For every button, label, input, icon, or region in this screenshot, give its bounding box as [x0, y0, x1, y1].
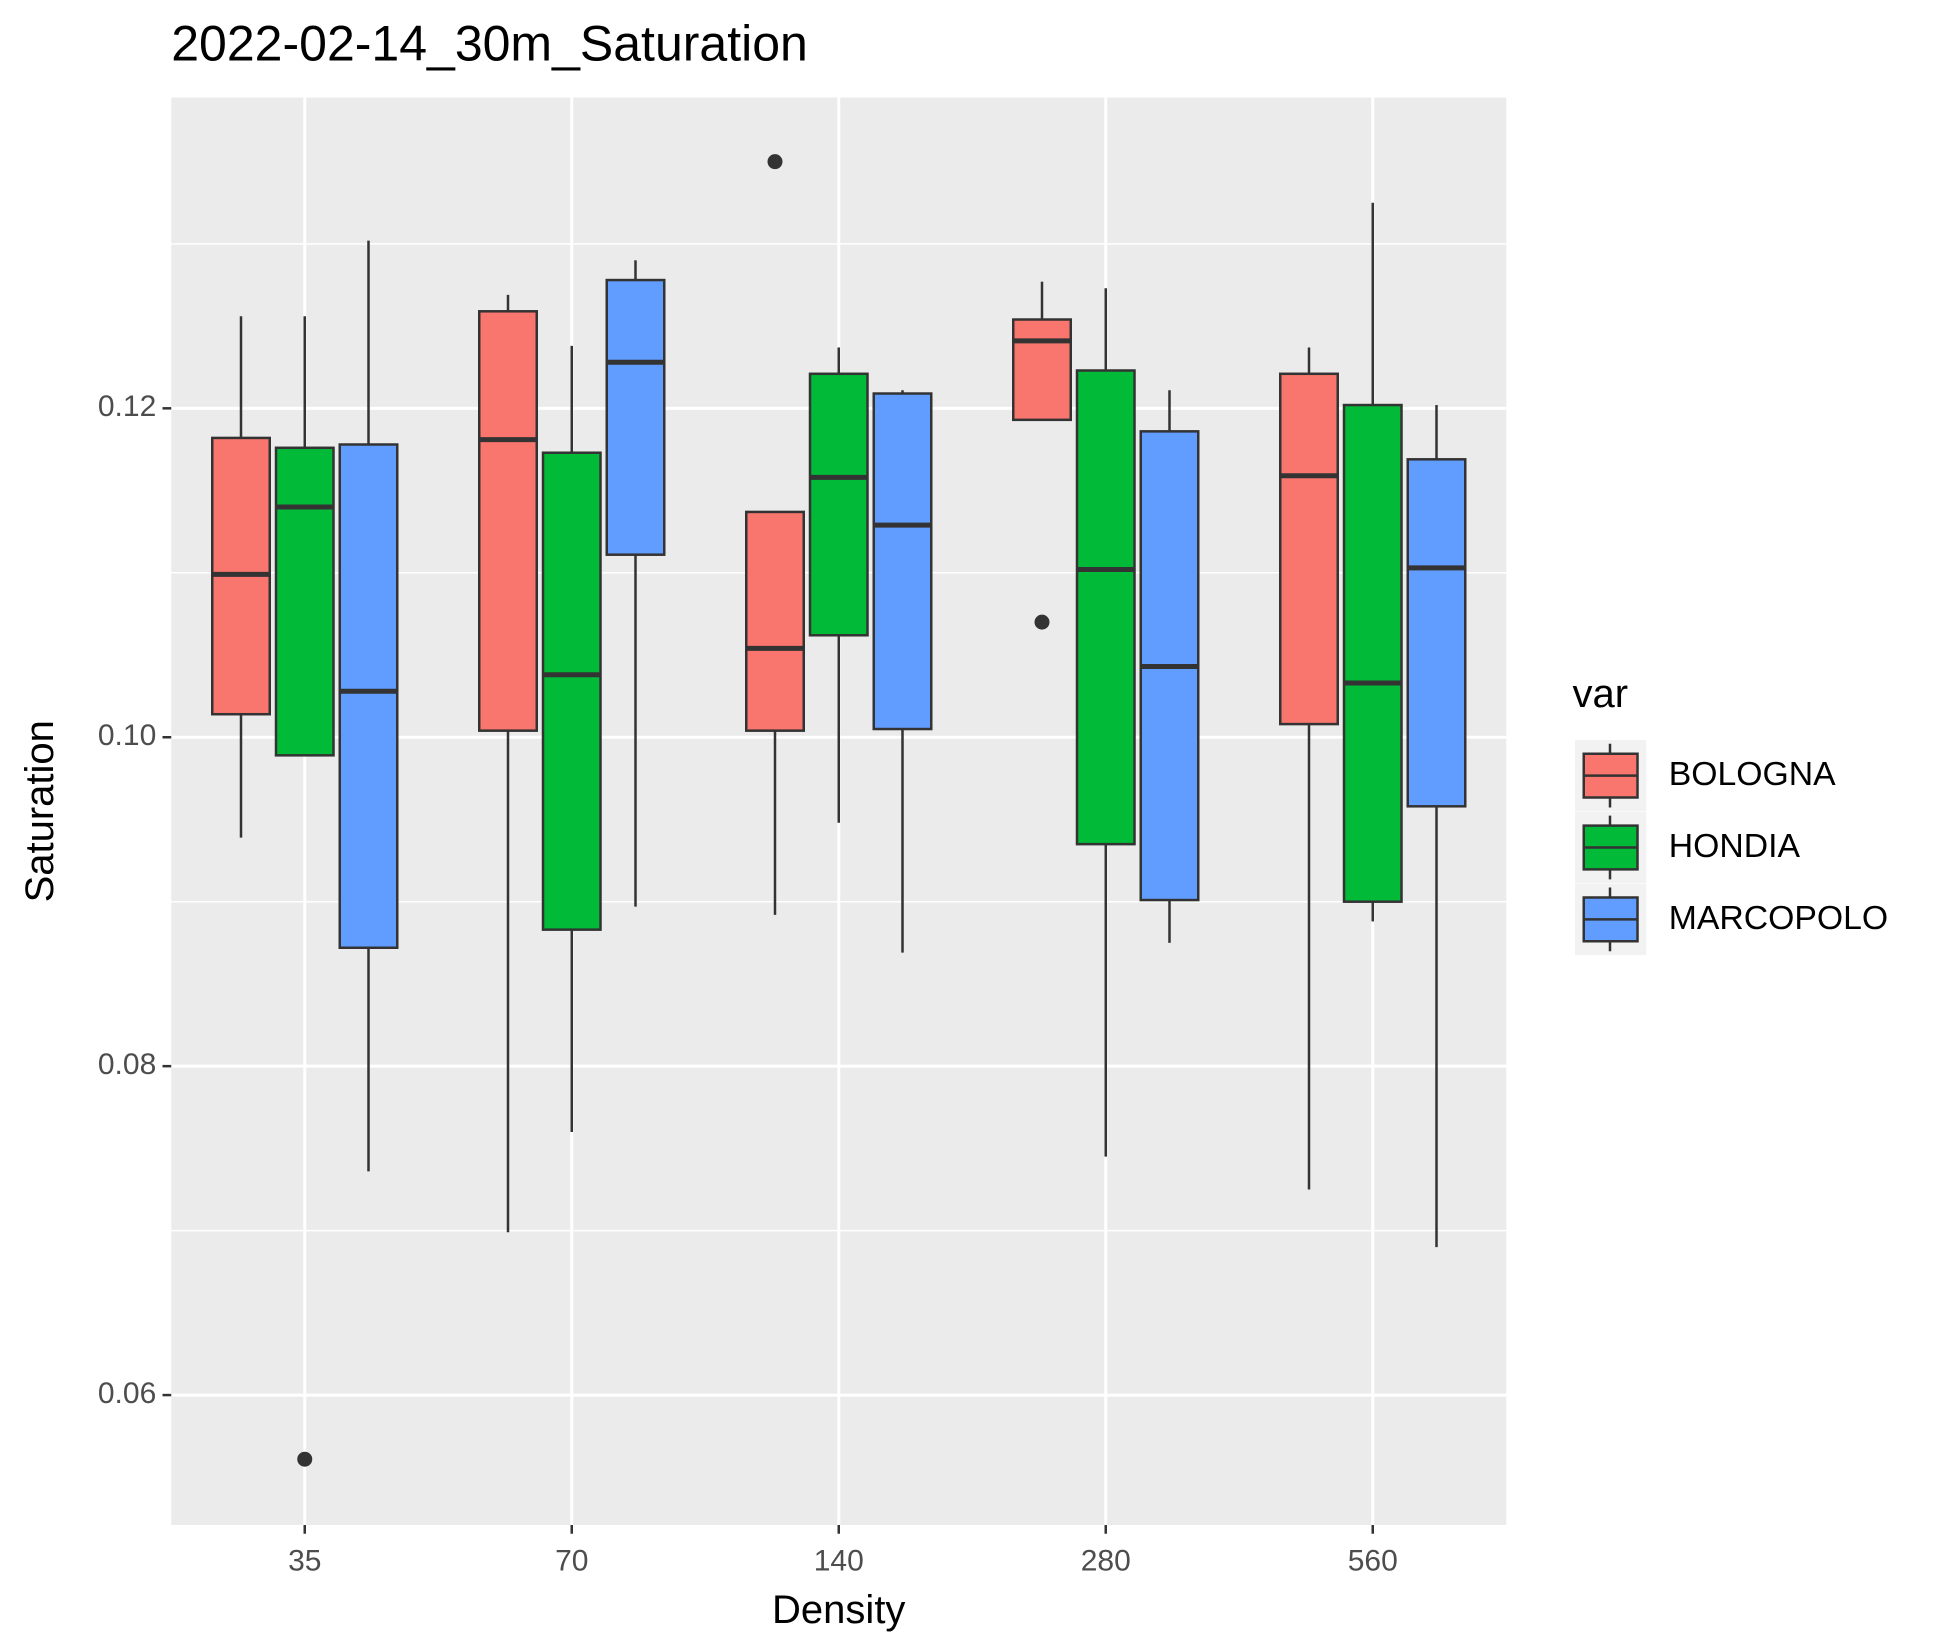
outlier — [1034, 614, 1050, 630]
box — [1278, 372, 1339, 726]
box — [541, 451, 602, 931]
x-tick-label: 560 — [1348, 1544, 1398, 1577]
chart-title: 2022-02-14_30m_Saturation — [171, 16, 808, 72]
legend-label: MARCOPOLO — [1669, 899, 1888, 937]
box — [1342, 403, 1403, 903]
x-tick-label: 35 — [288, 1544, 321, 1577]
y-axis-title: Saturation — [18, 720, 62, 902]
box — [1406, 458, 1467, 808]
legend-title: var — [1573, 672, 1629, 716]
x-tick-label: 140 — [814, 1544, 864, 1577]
legend-label: BOLOGNA — [1669, 755, 1836, 793]
outlier — [767, 154, 783, 170]
box — [477, 310, 538, 732]
box — [745, 510, 805, 732]
box — [605, 278, 666, 556]
box — [808, 372, 869, 637]
y-tick-label: 0.08 — [98, 1048, 156, 1081]
outlier — [297, 1451, 313, 1467]
x-tick-label: 280 — [1081, 1544, 1131, 1577]
box — [1011, 318, 1072, 422]
box — [338, 443, 399, 950]
box — [274, 446, 335, 757]
x-axis-title: Density — [772, 1588, 905, 1632]
y-tick-label: 0.10 — [98, 719, 156, 752]
box — [1075, 369, 1136, 846]
legend-label: HONDIA — [1669, 827, 1801, 865]
y-tick-label: 0.06 — [98, 1377, 156, 1410]
y-tick-label: 0.12 — [98, 390, 156, 423]
x-tick-label: 70 — [555, 1544, 588, 1577]
box — [872, 392, 933, 731]
